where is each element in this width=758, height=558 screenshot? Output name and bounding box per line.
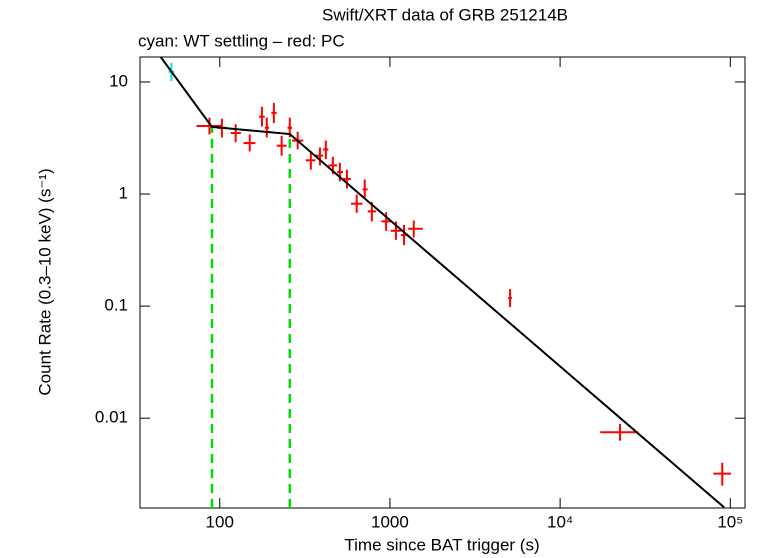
x-tick-label: 1000 — [371, 512, 409, 531]
fit-line — [159, 56, 725, 509]
x-tick-label: 10⁵ — [717, 512, 743, 531]
x-tick-label: 10⁴ — [547, 512, 573, 531]
chart-subtitle: cyan: WT settling – red: PC — [138, 31, 345, 50]
y-tick-label: 0.1 — [104, 296, 128, 315]
y-tick-label: 10 — [109, 71, 128, 90]
x-axis-label: Time since BAT trigger (s) — [344, 535, 539, 554]
x-tick-label: 100 — [206, 512, 234, 531]
y-axis-label: Count Rate (0.3–10 keV) (s⁻¹) — [35, 168, 54, 395]
plot-frame — [139, 56, 746, 509]
y-tick-label: 0.01 — [95, 408, 128, 427]
chart-title: Swift/XRT data of GRB 251214B — [322, 5, 568, 24]
y-tick-label: 1 — [119, 184, 128, 203]
